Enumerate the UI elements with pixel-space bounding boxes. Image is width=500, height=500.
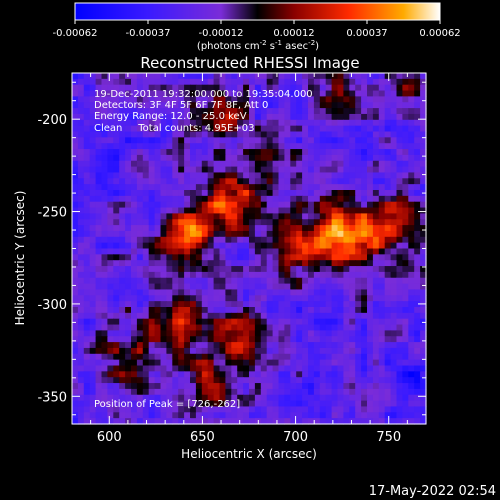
- colorbar-ticks: -0.00062 -0.00037 -0.00012 0.00012 0.00037 0.…: [53, 20, 461, 39]
- y-axis-label: Heliocentric Y (arcsec): [13, 191, 27, 326]
- colorbar-gradient: [74, 2, 441, 21]
- method-counts-label: Clean Total counts: 4.95E+03: [94, 123, 254, 134]
- timestamp: 17-May-2022 02:54: [369, 484, 496, 499]
- observation-info: 19-Dec-2011 19:32:00.000 to 19:35:04.000…: [94, 89, 313, 410]
- x-axis-label: Heliocentric X (arcsec): [181, 447, 317, 461]
- y-tick-label: -300: [37, 298, 67, 313]
- x-tick-label: 700: [283, 430, 308, 445]
- colorbar: -0.00062 -0.00037 -0.00012 0.00012 0.00037 0.…: [53, 2, 461, 52]
- colorbar-tick-label: 0.00012: [273, 28, 314, 39]
- y-tick-label: -200: [37, 113, 67, 128]
- colorbar-tick-label: -0.00062: [53, 28, 98, 39]
- x-tick-label: 750: [376, 430, 401, 445]
- x-tick-label: 650: [190, 430, 215, 445]
- y-tick-label: -350: [37, 390, 67, 405]
- energy-range-label: Energy Range: 12.0 - 25.0 keV: [94, 111, 247, 122]
- colorbar-tick-label: -0.00037: [126, 28, 171, 39]
- chart-title: Reconstructed RHESSI Image: [140, 54, 359, 72]
- colorbar-tick-label: -0.00012: [199, 28, 244, 39]
- colorbar-units: (photons cm-2 s-1 asec-2): [197, 39, 319, 52]
- x-tick-label: 600: [97, 430, 122, 445]
- y-tick-label: -250: [37, 206, 67, 221]
- peak-position-label: Position of Peak = [726,-262]: [94, 399, 240, 410]
- time-range-label: 19-Dec-2011 19:32:00.000 to 19:35:04.000: [94, 89, 313, 100]
- axes: 600 650 700 750 -200 -250 -300 -350: [37, 72, 427, 445]
- colorbar-tick-label: 0.00037: [346, 28, 387, 39]
- colorbar-tick-label: 0.00062: [419, 28, 460, 39]
- detectors-label: Detectors: 3F 4F 5F 6F 7F 8F, Att 0: [94, 100, 268, 111]
